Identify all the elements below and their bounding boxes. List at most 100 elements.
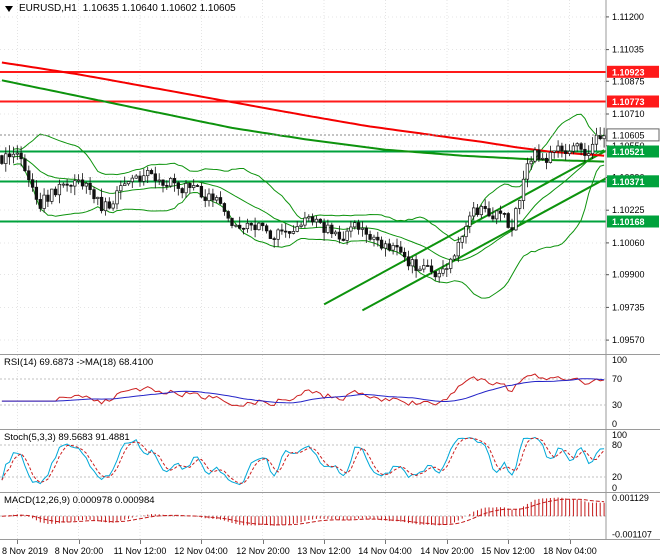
candle [318, 218, 322, 223]
time-axis-label: 12 Nov 20:00 [236, 546, 290, 556]
scale-tick-label: 100 [612, 430, 627, 440]
candle [583, 148, 587, 156]
price-tick-label: 1.11035 [612, 45, 644, 55]
candle [149, 170, 154, 175]
current-price-label: 1.10605 [612, 130, 645, 140]
candle [96, 196, 100, 199]
candle [207, 193, 211, 202]
time-tick-mark [570, 540, 571, 544]
scale-tick-label: 100 [612, 355, 627, 365]
macd-canvas[interactable]: 0.001129 -0.001107 [0, 493, 660, 539]
support-price-label-box[interactable] [607, 215, 659, 228]
support-price-label-box[interactable] [607, 175, 659, 188]
candle [441, 268, 445, 274]
candle [345, 230, 349, 241]
rsi-canvas[interactable]: 100 70 30 0 [0, 355, 660, 429]
candle [525, 163, 530, 180]
candle [376, 236, 380, 241]
candle [130, 177, 134, 182]
candle [495, 210, 499, 220]
candle [418, 268, 422, 271]
ascending-trendline[interactable] [361, 140, 660, 312]
candle [264, 225, 269, 232]
stochastic-panel[interactable]: 100 80 20 0 Stoch(5,3,3) 89.5683 91.4881 [0, 429, 660, 492]
time-axis[interactable]: 8 Nov 2019 8 Nov 20:00 11 Nov 12:00 12 Nov … [0, 539, 660, 560]
candle [502, 213, 507, 215]
candle [257, 222, 261, 231]
macd-panel[interactable]: 0.001129 -0.001107 MACD(12,26,9) 0.000978… [0, 492, 660, 539]
candle [50, 188, 54, 202]
time-axis-label: 12 Nov 04:00 [174, 546, 228, 556]
candle [157, 179, 161, 182]
support-price-label: 1.10371 [612, 177, 645, 187]
candle [295, 226, 299, 232]
stochastic-main-line [1, 436, 605, 486]
candle [176, 182, 180, 189]
candle [218, 197, 223, 204]
candle [353, 222, 357, 228]
price-tick-label: 1.11200 [612, 12, 644, 22]
candle [560, 145, 564, 152]
scale-tick-label: 80 [612, 440, 622, 450]
rsi-panel[interactable]: 100 70 30 0 RSI(14) 69.6873 ->MA(18) 68.410… [0, 354, 660, 429]
candle [548, 151, 553, 163]
candle [280, 229, 284, 232]
candle [119, 185, 123, 192]
candle [195, 185, 200, 187]
candle [379, 239, 384, 249]
candle [406, 256, 411, 267]
price-tick-label: 1.10225 [612, 205, 645, 215]
time-axis-label: 8 Nov 20:00 [54, 546, 104, 556]
candle [19, 152, 23, 160]
candle [126, 181, 131, 185]
candle [422, 265, 426, 270]
candle [38, 199, 42, 209]
candle [567, 150, 572, 154]
candle [92, 189, 96, 200]
candle [234, 224, 238, 227]
candle [268, 230, 273, 239]
candle [284, 230, 288, 233]
candle [272, 238, 276, 240]
candle [372, 236, 376, 240]
price-tick-label: 1.09900 [612, 270, 645, 280]
candle [468, 215, 472, 227]
symbol-dropdown-icon[interactable] [5, 5, 13, 12]
rsi-line [1, 373, 605, 407]
candle [449, 258, 453, 269]
candle [215, 197, 219, 201]
candle [103, 201, 108, 212]
candle [541, 157, 545, 160]
time-tick-mark [447, 540, 448, 544]
time-tick-mark [79, 540, 80, 544]
candle [587, 153, 591, 156]
support-price-label-box[interactable] [607, 145, 659, 158]
candle [0, 155, 4, 164]
candle [529, 160, 533, 165]
time-axis-label: 13 Nov 12:00 [297, 546, 351, 556]
candle [46, 194, 50, 202]
candle [429, 265, 434, 272]
candle [337, 231, 342, 240]
price-panel[interactable]: 1.112001.110351.108751.107101.105501.103… [0, 0, 660, 354]
candle [42, 194, 46, 209]
candle [349, 226, 353, 232]
candle [7, 153, 12, 158]
support-price-label: 1.10168 [612, 217, 645, 227]
candle [253, 224, 257, 231]
candle [203, 196, 207, 201]
candle [556, 145, 560, 152]
candle [410, 259, 414, 267]
price-chart-canvas[interactable]: 1.112001.110351.108751.107101.105501.103… [0, 0, 660, 354]
resistance-price-label-box[interactable] [607, 65, 659, 78]
candle [299, 224, 303, 227]
stochastic-label: Stoch(5,3,3) 89.5683 91.4881 [4, 432, 130, 443]
candle [360, 227, 365, 230]
candle [84, 182, 88, 187]
candle [146, 170, 150, 177]
candle [69, 184, 73, 187]
resistance-price-label-box[interactable] [607, 95, 659, 108]
candle [192, 185, 196, 188]
candle [310, 216, 315, 223]
